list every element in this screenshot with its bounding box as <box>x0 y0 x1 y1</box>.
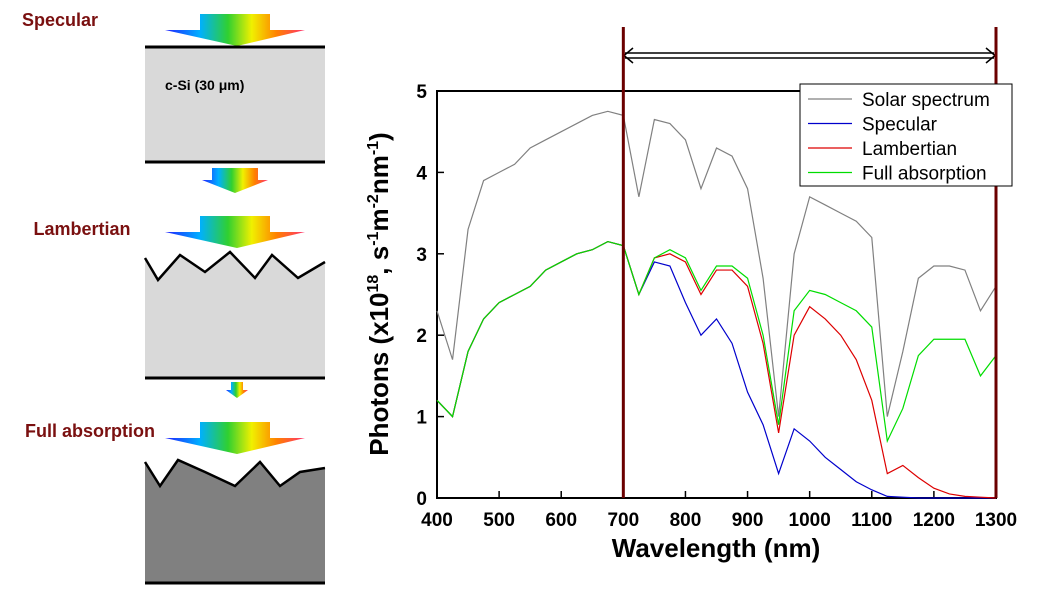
layer-label: c-Si (30 μm) <box>165 77 244 93</box>
data-line <box>436 240 996 499</box>
label-part: nm <box>364 155 394 194</box>
x-tick-label: 600 <box>545 510 577 531</box>
edge <box>143 250 326 283</box>
superscript: -1 <box>365 231 382 245</box>
data-line <box>436 110 997 417</box>
x-tick-label: 800 <box>670 510 702 531</box>
x-tick-label: 1000 <box>789 510 831 531</box>
superscript: -2 <box>365 194 382 208</box>
y-tick-label: 1 <box>416 408 427 429</box>
y-tick-label: 2 <box>416 326 427 347</box>
x-tick-label: 1100 <box>851 510 892 531</box>
y-tick-label: 5 <box>416 82 427 103</box>
label-part: m <box>364 208 394 231</box>
y-axis-title: Photons (x1018, s-1m-2nm-1) <box>364 132 394 455</box>
data-line <box>436 240 997 444</box>
light-arrow <box>226 382 248 398</box>
light-arrow <box>165 14 305 46</box>
y-tick-label: 4 <box>416 163 427 184</box>
y-tick-label: 3 <box>416 245 427 266</box>
legend-label: Full absorption <box>862 164 987 185</box>
x-tick-label: 400 <box>421 510 453 531</box>
layer <box>145 47 325 162</box>
light-arrow <box>165 422 305 454</box>
legend-label: Solar spectrum <box>862 90 990 111</box>
diagram: Specular c-Si (30 μm) Lambertian Full ab… <box>22 10 326 585</box>
x-axis-title: Wavelength (nm) <box>612 533 820 563</box>
x-tick-label: 1200 <box>913 510 955 531</box>
arrow-head <box>622 47 634 64</box>
legend-label: Specular <box>862 115 938 136</box>
superscript: 18 <box>365 275 382 293</box>
x-tick-label: 500 <box>483 510 515 531</box>
x-tick-label: 900 <box>732 510 764 531</box>
superscript: -1 <box>365 141 382 155</box>
y-tick-label: 0 <box>416 489 427 510</box>
label: Full absorption <box>25 421 155 441</box>
label-part: , s <box>364 246 394 275</box>
label: Lambertian <box>33 219 130 239</box>
label-part: Photons (x10 <box>364 292 394 455</box>
light-arrow <box>202 168 268 193</box>
label: Specular <box>22 10 98 30</box>
layer <box>145 252 325 378</box>
x-tick-label: 1300 <box>975 510 1017 531</box>
arrow-head <box>985 47 997 64</box>
label-part: ) <box>364 132 394 141</box>
layer <box>145 460 325 583</box>
legend-box <box>799 83 1013 187</box>
edge <box>143 458 326 489</box>
x-tick-label: 700 <box>607 510 639 531</box>
legend-label: Lambertian <box>862 139 957 160</box>
data-line <box>436 240 997 499</box>
light-arrow <box>165 216 305 248</box>
